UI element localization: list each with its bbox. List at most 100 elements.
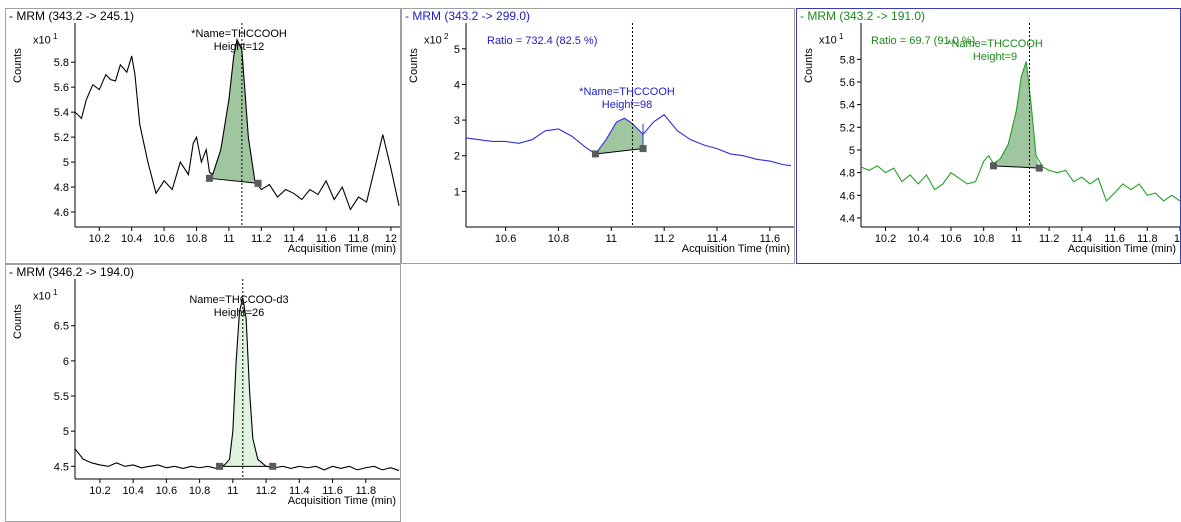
x-tick-label: 10.8 [973,233,994,245]
x-tick-label: 10.2 [89,233,110,245]
peak-end-marker [269,462,277,470]
peak-annotation: *Name=THCCOOH Height=9 [935,38,1055,64]
x-tick-label: 11.6 [1104,233,1125,245]
y-tick-label: 4 [454,79,460,91]
ratio-label: Ratio = 732.4 (82.5 %) [487,35,598,47]
x-axis-label: Acquisition Time (min) [681,243,790,255]
y-tick-label: 5 [63,426,69,438]
peak-annotation: *Name=THCCOOH Height=12 [179,28,299,54]
peak-start-marker [216,462,224,470]
peak-height: Height=9 [972,51,1018,63]
y-tick-label: 5.8 [54,57,69,69]
x-tick-label: 10.2 [89,485,110,497]
y-tick-label: 5 [63,157,69,169]
x-tick-label: 11.8 [348,233,369,245]
x-axis-label: Acquisition Time (min) [1067,243,1176,255]
x-tick-label: 11.2 [1039,233,1060,245]
signal-trace [860,61,1180,202]
peak-end-marker [1035,164,1043,172]
x-tick-label: 12 [1174,233,1180,245]
x-tick-label: 11.4 [283,233,304,245]
y-scale-base: x10 [33,290,51,303]
peak-name: *Name=THCCOOH [579,86,675,98]
x-tick-label: 10.6 [153,233,174,245]
x-tick-label: 11.6 [760,233,781,245]
y-tick-label: 4.4 [840,213,855,225]
panel-title: - MRM (346.2 -> 194.0) [9,265,135,279]
x-tick-label: 10.4 [122,485,143,497]
y-tick-label: 5.4 [54,107,69,119]
y-tick-label: 5.5 [54,391,69,403]
x-tick-label: 10.8 [189,485,210,497]
y-scale-base: x10 [33,34,51,47]
x-axis-label: Acquisition Time (min) [287,495,396,507]
chart-panel-3[interactable]: - MRM (343.2 -> 191.0) Counts x10 1 Acquisi… [796,8,1181,264]
peak-fill [595,118,644,154]
y-scale-multiplier: x10 1 [819,32,843,47]
y-tick-label: 4.8 [54,182,69,194]
peak-fill [219,297,273,467]
x-tick-label: 11.2 [654,233,675,245]
x-tick-label: 11.8 [355,485,376,497]
chart-panel-4[interactable]: - MRM (346.2 -> 194.0) Counts x10 1 Acquisi… [5,264,401,522]
chart-panel-1[interactable]: - MRM (343.2 -> 245.1) Counts x10 1 Acquisi… [5,8,401,264]
y-tick-label: 1 [454,186,460,198]
y-scale-base: x10 [819,34,837,47]
y-scale-multiplier: x10 1 [33,288,57,303]
chromatogram-plot: 10.2 10.4 10.6 10.8 11 11.2 11.4 11.6 11.8 12 4.4 4… [840,23,1180,245]
peak-start-marker [205,174,213,182]
y-tick-label: 5.4 [840,100,855,112]
y-scale-multiplier: x10 1 [33,32,57,47]
peak-baseline [993,165,1040,169]
y-tick-label: 4.5 [54,461,69,473]
peak-height: Height=98 [601,99,653,111]
peak-annotation: Name=THCCOO-d3 Height=26 [179,294,299,320]
peak-name: *Name=THCCOOH [947,38,1043,50]
y-tick-label: 5.6 [840,77,855,89]
signal-trace [74,297,400,472]
y-tick-label: 5.8 [840,54,855,66]
x-tick-label: 10.6 [495,233,516,245]
x-tick-label: 10.8 [186,233,207,245]
y-tick-label: 4.6 [840,190,855,202]
x-tick-label: 11 [227,485,238,497]
peak-end-marker [254,179,262,187]
y-scale-exponent: 1 [50,288,58,297]
y-scale-exponent: 1 [50,32,58,41]
y-tick-label: 2 [454,151,460,163]
y-scale-exponent: 2 [441,32,449,41]
y-tick-label: 5.6 [54,82,69,94]
x-tick-label: 10.8 [548,233,569,245]
y-scale-exponent: 1 [836,32,844,41]
x-tick-label: 11 [606,233,617,245]
chromatogram-plot: 10.6 10.8 11 11.2 11.4 11.6 1 2 3 4 5 [454,23,794,245]
peak-baseline [209,177,259,184]
x-tick-label: 10.2 [875,233,896,245]
chart-panel-2[interactable]: - MRM (343.2 -> 299.0) Counts x10 2 Acquisi… [401,8,795,264]
x-tick-label: 11.4 [707,233,728,245]
peak-baseline [595,148,644,155]
y-tick-label: 5 [454,44,460,56]
ratio-label: Ratio = 69.7 (91.0 %) [871,35,976,47]
x-tick-label: 10.4 [908,233,929,245]
y-tick-label: 5 [849,145,855,157]
peak-annotation: *Name=THCCOOH Height=98 [567,86,687,112]
y-scale-base: x10 [424,34,442,47]
x-tick-label: 12 [385,233,397,245]
x-tick-label: 11.6 [322,485,343,497]
x-axis-label: Acquisition Time (min) [287,243,396,255]
signal-trace [465,114,792,167]
panel-title: - MRM (343.2 -> 245.1) [9,9,135,23]
x-tick-label: 11.2 [256,485,277,497]
peak-end-marker [639,145,647,153]
chromatogram-plot: 10.2 10.4 10.6 10.8 11 11.2 11.4 11.6 11.8 4.5 5 5.… [54,279,400,497]
x-tick-label: 11.2 [251,233,272,245]
panel-title: - MRM (343.2 -> 191.0) [800,9,926,23]
x-tick-label: 11.4 [289,485,310,497]
x-tick-label: 11 [223,233,234,245]
axes: 10.2 10.4 10.6 10.8 11 11.2 11.4 11.6 11.8 12 4.6 4… [54,23,400,245]
y-tick-label: 4.8 [840,168,855,180]
peak-start-marker [591,150,599,158]
peak-height: Height=12 [213,41,265,53]
axes: 10.2 10.4 10.6 10.8 11 11.2 11.4 11.6 11.8 4.5 5 5.… [54,279,400,497]
